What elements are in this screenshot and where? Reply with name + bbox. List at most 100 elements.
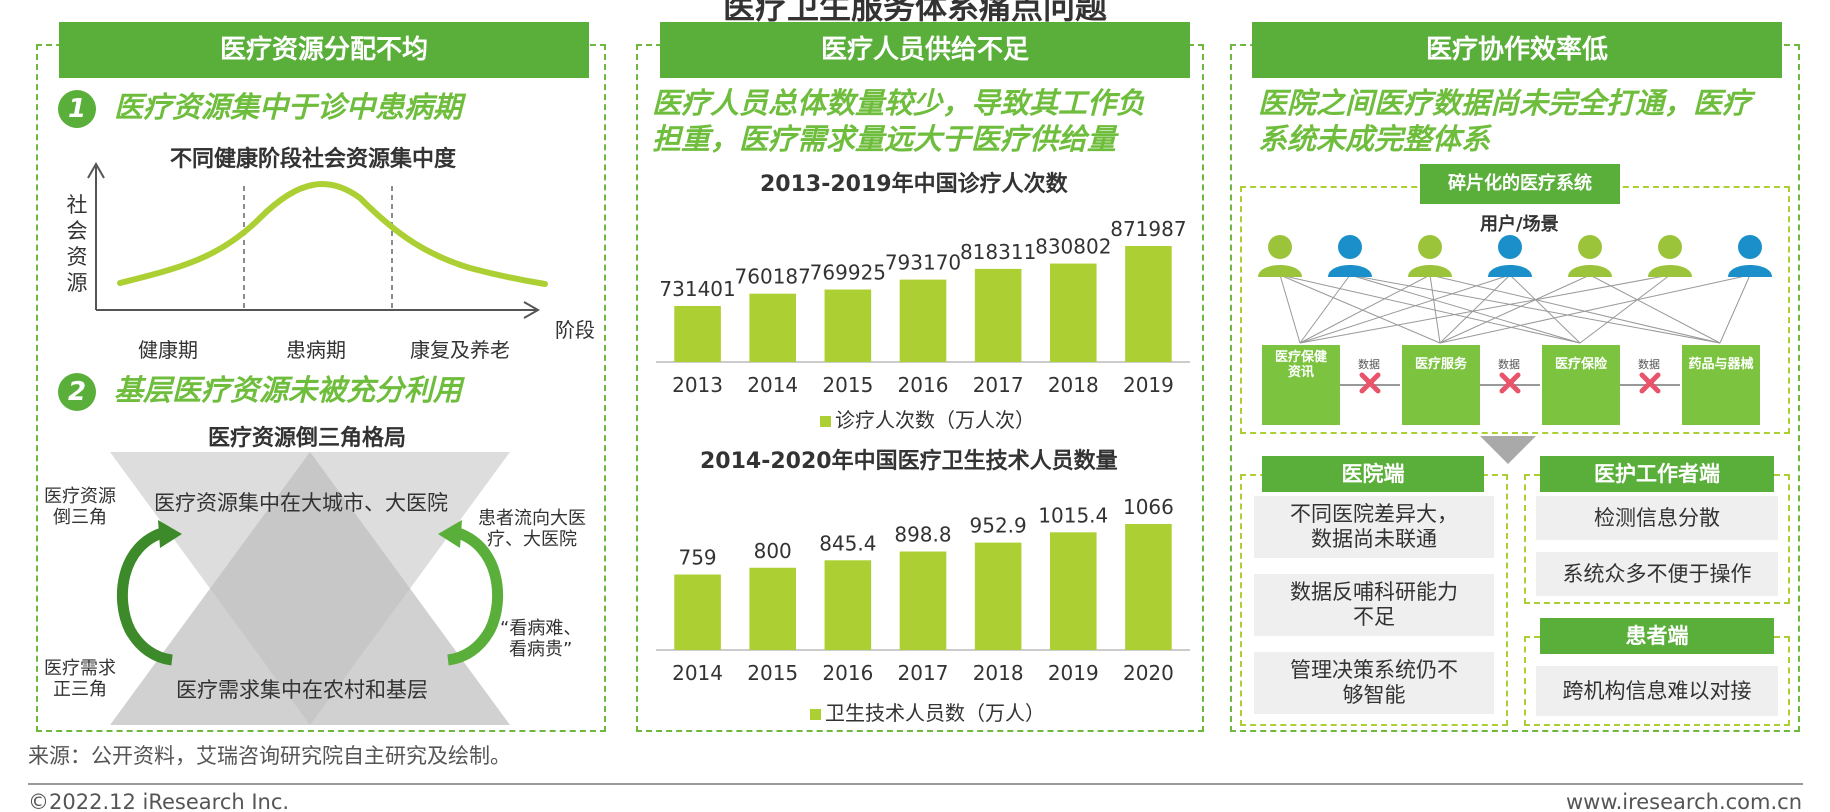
chart1-tick-label-2017: 2017 xyxy=(973,373,1024,397)
fragment-network xyxy=(1258,235,1772,394)
chart2-bar-2017 xyxy=(899,551,947,650)
chart2-bar-2020 xyxy=(1125,524,1172,650)
chart2-value-label-2019: 1015.4 xyxy=(1038,503,1108,527)
chart2-value-label-2016: 845.4 xyxy=(819,531,876,555)
chart1-legend-text: 诊疗人次数（万人次） xyxy=(835,408,1035,432)
chart2-bar-2018 xyxy=(974,542,1022,650)
chart2-value-label-2017: 898.8 xyxy=(894,523,951,547)
hospital-item-2: 数据反哺科研能力 不足 xyxy=(1254,574,1494,636)
left-cycle-arrow xyxy=(116,520,182,666)
point1-badge: 1 xyxy=(58,90,96,128)
worker-item-1: 检测信息分散 xyxy=(1536,496,1778,540)
resource-curve-chart xyxy=(87,161,548,319)
fragment-system-title: 碎片化的医疗系统 xyxy=(1420,164,1620,204)
worker-item-2: 系统众多不便于操作 xyxy=(1536,552,1778,596)
triangle-diagram xyxy=(110,452,510,725)
chart2-bar-2016 xyxy=(824,560,872,650)
point1-text: 医疗资源集中于诊中患病期 xyxy=(114,90,463,124)
left-bottom-label: 医疗需求 正三角 xyxy=(44,658,116,700)
chart2-tick-label-2019: 2019 xyxy=(1048,661,1099,685)
footer-divider xyxy=(28,783,1803,785)
chart1-value-label-2016: 793170 xyxy=(885,251,961,275)
down-arrow-icon xyxy=(1480,436,1536,464)
chart1-title: 2013-2019年中国诊疗人次数 xyxy=(760,172,1068,197)
panel3-subtitle-line2: 系统未成完整体系 xyxy=(1258,122,1491,156)
node-insurance: 医疗保险 xyxy=(1542,345,1620,425)
inverted-triangle-text: 医疗资源集中在大城市、大医院 xyxy=(154,491,448,515)
patient-item-1: 跨机构信息难以对接 xyxy=(1536,666,1778,716)
chart2-bar-2019 xyxy=(1049,532,1097,650)
chart2-legend-text: 卫生技术人员数（万人） xyxy=(825,701,1045,725)
chart2-value-label-2015: 800 xyxy=(754,539,792,563)
panel2-header: 医疗人员供给不足 xyxy=(660,22,1190,78)
chart1-visits-bar-chart: 731401 2013 760187 2014 769925 2015 793170 2016… xyxy=(656,217,1190,397)
patient-title: 患者端 xyxy=(1540,618,1774,654)
stage-healthy: 健康期 xyxy=(138,338,198,362)
panel3-header: 医疗协作效率低 xyxy=(1252,22,1782,78)
chart2-title: 2014-2020年中国医疗卫生技术人员数量 xyxy=(700,449,1118,474)
chart2-value-label-2014: 759 xyxy=(678,545,716,569)
chart1-legend-swatch xyxy=(820,416,831,427)
chart1-bar-2018 xyxy=(1049,263,1097,362)
copyright: ©2022.12 iResearch Inc. xyxy=(28,790,290,812)
triangle-title: 医疗资源倒三角格局 xyxy=(208,426,407,451)
chart1-value-label-2015: 769925 xyxy=(810,261,886,285)
stage-recovery: 康复及养老 xyxy=(410,338,510,362)
panel3-subtitle-line1: 医院之间医疗数据尚未完全打通，医疗 xyxy=(1258,86,1752,120)
point2-text: 基层医疗资源未被充分利用 xyxy=(114,373,463,407)
website: www.iresearch.com.cn xyxy=(1565,790,1802,812)
left-top-label: 医疗资源 倒三角 xyxy=(44,486,116,528)
chart2-tick-label-2020: 2020 xyxy=(1123,661,1174,685)
chart2-tick-label-2015: 2015 xyxy=(747,661,798,685)
right-cycle-arrow xyxy=(438,520,504,666)
chart1-bar-2014 xyxy=(749,293,797,362)
y-axis-label: 社会资源 xyxy=(66,193,88,295)
right-top-label: 患者流向大医 疗、大医院 xyxy=(478,508,586,550)
chart2-value-label-2020: 1066 xyxy=(1123,495,1174,519)
chart2-legend-swatch xyxy=(810,709,821,720)
chart1-value-label-2013: 731401 xyxy=(659,277,735,301)
node-health-info: 医疗保健 资讯 xyxy=(1262,345,1340,425)
chart1-bar-2016 xyxy=(899,279,947,362)
curve-chart-title: 不同健康阶段社会资源集中度 xyxy=(170,147,457,172)
node-medical-service: 医疗服务 xyxy=(1402,345,1480,425)
chart2-value-label-2018: 952.9 xyxy=(970,514,1027,538)
upright-triangle-text: 医疗需求集中在农村和基层 xyxy=(176,678,428,702)
chart1-value-label-2019: 871987 xyxy=(1110,217,1186,241)
chart1-bar-2015 xyxy=(824,289,872,362)
hospital-item-3: 管理决策系统仍不 够智能 xyxy=(1254,652,1494,714)
worker-title: 医护工作者端 xyxy=(1540,456,1774,492)
node-drugs-devices: 药品与器械 xyxy=(1682,345,1760,425)
right-bottom-label: “看病难、 看病贵” xyxy=(500,618,582,660)
chart2-staff-bar-chart: 759 2014 800 2015 845.4 2016 898.8 2017 952.9 201… xyxy=(656,495,1190,685)
point2-badge: 2 xyxy=(58,373,96,411)
chart1-tick-label-2019: 2019 xyxy=(1123,373,1174,397)
chart2-bar-2015 xyxy=(749,567,797,650)
chart2-legend: 卫生技术人员数（万人） xyxy=(810,697,1045,726)
chart1-value-label-2018: 830802 xyxy=(1035,235,1111,259)
data-label-2: 数据 xyxy=(1498,358,1520,371)
stage-ill: 患病期 xyxy=(286,338,346,362)
chart2-bar-2014 xyxy=(674,574,721,650)
chart1-tick-label-2014: 2014 xyxy=(747,373,798,397)
page-title: 医疗卫生服务体系痛点问题 xyxy=(722,0,1107,26)
hospital-title: 医院端 xyxy=(1262,456,1484,492)
data-label-1: 数据 xyxy=(1358,358,1380,371)
chart1-value-label-2014: 760187 xyxy=(735,265,811,289)
chart1-bar-2013 xyxy=(674,305,721,362)
chart1-tick-label-2018: 2018 xyxy=(1048,373,1099,397)
chart1-bar-2017 xyxy=(974,268,1022,362)
chart2-tick-label-2016: 2016 xyxy=(822,661,873,685)
chart1-tick-label-2015: 2015 xyxy=(822,373,873,397)
hospital-item-1: 不同医院差异大， 数据尚未联通 xyxy=(1254,496,1494,558)
chart1-tick-label-2016: 2016 xyxy=(898,373,949,397)
panel1-header: 医疗资源分配不均 xyxy=(59,22,589,78)
chart2-tick-label-2018: 2018 xyxy=(973,661,1024,685)
chart2-tick-label-2017: 2017 xyxy=(898,661,949,685)
panel2-subtitle-line1: 医疗人员总体数量较少，导致其工作负 xyxy=(652,86,1146,120)
chart1-legend: 诊疗人次数（万人次） xyxy=(820,404,1035,433)
chart1-tick-label-2013: 2013 xyxy=(672,373,723,397)
x-axis-label: 阶段 xyxy=(555,318,595,342)
users-label: 用户/场景 xyxy=(1480,214,1559,235)
chart1-value-label-2017: 818311 xyxy=(960,240,1036,264)
